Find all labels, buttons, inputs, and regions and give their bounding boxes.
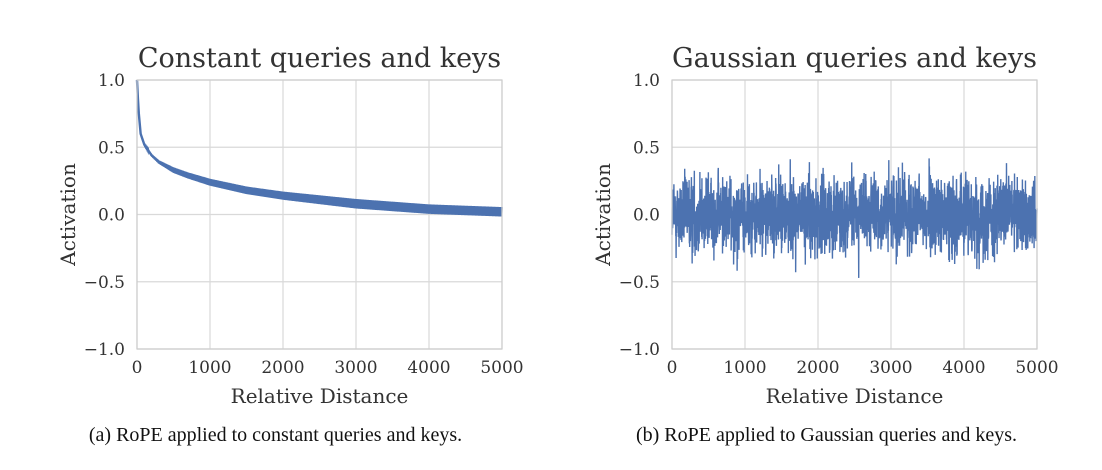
y-axis-label: Activation [56,163,80,267]
x-tick-label: 2000 [796,358,839,378]
chart-panel-constant: Constant queries and keys 0 1000 2000 3000 4… [56,43,524,446]
x-tick-label: 1000 [188,358,231,378]
figure-caption: (a) RoPE applied to constant queries and… [88,424,463,446]
series-line [135,79,503,214]
chart-title: Constant queries and keys [138,43,501,74]
y-tick-label: 0.5 [633,138,660,158]
y-tick-label: −1.0 [84,340,125,360]
x-tick-label: 4000 [942,358,985,378]
y-tick-label: 1.0 [98,71,125,91]
x-tick-label: 0 [667,358,678,378]
y-tick-label: −0.5 [84,273,125,293]
y-tick-label: 0.5 [98,138,125,158]
series-line [671,158,1038,278]
chart-constant: Constant queries and keys 0 1000 2000 3000 4… [56,43,524,408]
y-tick-label: 1.0 [633,71,660,91]
x-axis-label: Relative Distance [231,384,409,408]
series-band [136,79,503,217]
y-tick-label: 0.0 [633,206,660,226]
x-axis-label: Relative Distance [766,384,944,408]
y-axis-label: Activation [591,163,615,267]
x-tick-label: 1000 [723,358,766,378]
chart-panel-gaussian: Gaussian queries and keys 0 1000 2000 3000 4… [551,0,1102,470]
x-tick-label: 5000 [1015,358,1058,378]
x-tick-label: 3000 [334,358,377,378]
x-tick-label: 0 [132,358,143,378]
x-tick-label: 2000 [261,358,304,378]
figure-caption: (b) RoPE applied to Gaussian queries and… [635,424,1018,446]
x-tick-label: 3000 [869,358,912,378]
y-tick-label: −0.5 [619,273,660,293]
x-tick-label: 4000 [407,358,450,378]
x-tick-label: 5000 [480,358,523,378]
chart-gaussian: Gaussian queries and keys 0 1000 2000 3000 4… [591,43,1059,408]
y-tick-label: 0.0 [98,206,125,226]
chart-title: Gaussian queries and keys [672,43,1037,74]
y-tick-label: −1.0 [619,340,660,360]
